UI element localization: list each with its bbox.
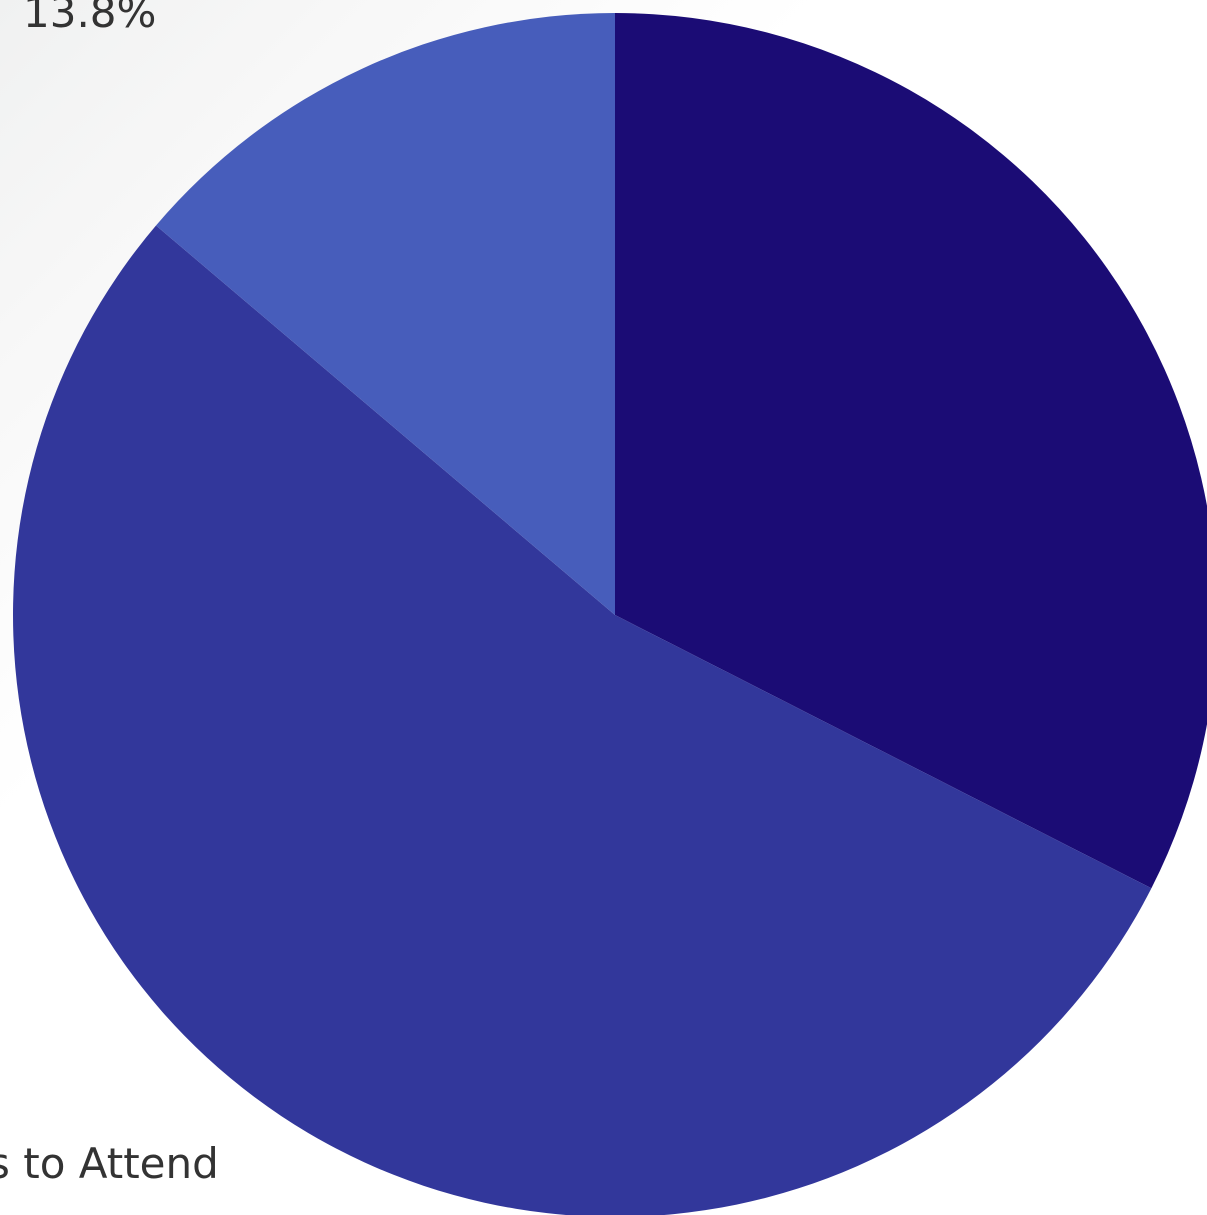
pie-slices xyxy=(13,13,1207,1215)
pie-slice-1 xyxy=(615,13,1207,889)
slice-label-percent: 13.8% xyxy=(23,0,156,37)
pie-slice-3 xyxy=(156,13,615,615)
slice-label-category: s to Attend xyxy=(0,1139,219,1188)
pie-slice-2 xyxy=(13,225,1152,1215)
pie-labels: 13.8% s to Attend xyxy=(0,0,219,1188)
